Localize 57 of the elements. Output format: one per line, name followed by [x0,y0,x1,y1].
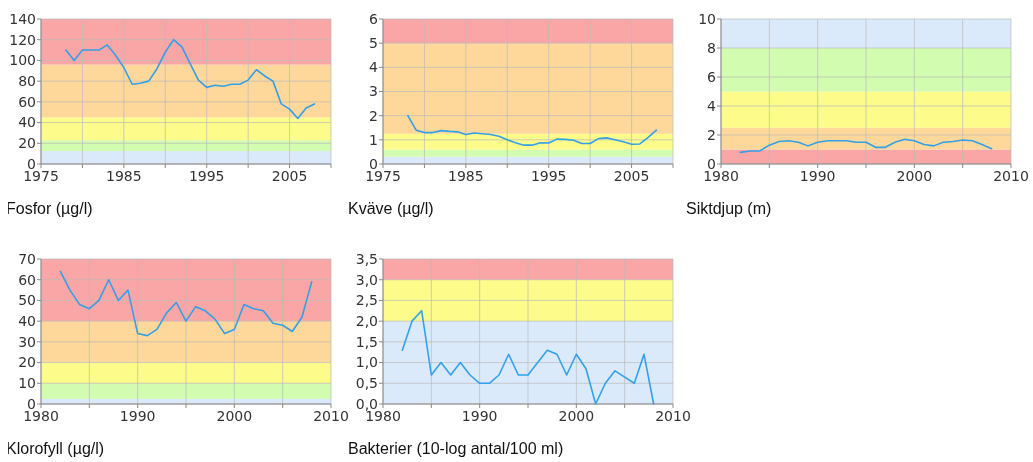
y-tick-label: 2 [707,126,716,143]
x-tick-label: 1995 [530,168,567,184]
y-tick-label: 1 [369,131,378,148]
x-axis-title: Fosfor (µg/l) [6,200,93,217]
x-axis-title: Siktdjup (m) [686,200,772,217]
y-tick-label: 6 [369,10,379,27]
x-axis-title: Bakterier (10-log antal/100 ml) [348,440,564,457]
y-tick-label: 5 [369,35,378,52]
y-tick-label: 40 [18,114,36,131]
y-tick-label: 2,0 [355,313,378,330]
y-tick-label: 3 [369,83,378,100]
y-tick-label: 100 [9,52,36,69]
x-tick-label: 2000 [896,168,933,184]
y-tick-label: 3,0 [355,271,378,288]
y-tick-label: 20 [18,354,36,371]
y-tick-label: 6 [707,68,717,85]
x-tick-label: 2000 [216,408,253,424]
y-tick-label: 60 [18,271,36,288]
y-tick-label: 0,5 [355,375,378,392]
y-tick-label: 4 [707,97,717,114]
x-tick-label: 1990 [119,408,156,424]
x-axis-title: Klorofyll (µg/l) [6,440,105,457]
y-tick-label: 1,5 [355,333,378,350]
y-tick-label: 120 [9,31,36,48]
x-tick-label: 2000 [558,408,595,424]
line-series [65,38,316,120]
line-series [401,309,655,405]
y-tick-label: 30 [18,333,36,350]
x-axis-title: Kväve (µg/l) [348,200,434,217]
y-tick-label: 10 [18,375,36,392]
x-tick-label: 1995 [188,168,225,184]
y-tick-label: 50 [18,292,36,309]
x-tick-label: 1985 [106,168,142,184]
y-tick-label: 3,5 [355,250,378,267]
y-tick-label: 70 [18,250,36,267]
x-tick-label: 2010 [993,168,1029,184]
x-tick-label: 1985 [448,168,484,184]
x-tick-label: 1990 [461,408,498,424]
y-tick-label: 40 [18,313,36,330]
y-tick-label: 4 [369,59,379,76]
y-tick-label: 20 [18,135,36,152]
y-tick-label: 60 [18,93,36,110]
y-tick-label: 2 [369,107,378,124]
x-tick-label: 2010 [655,408,691,424]
line-series [407,114,658,146]
y-tick-label: 80 [18,73,36,90]
x-tick-label: 2005 [613,168,650,184]
y-tick-label: 2,5 [355,292,378,309]
y-tick-label: 1,0 [355,354,378,371]
x-tick-label: 1990 [799,168,836,184]
line-series [59,270,313,337]
x-tick-label: 2005 [271,168,308,184]
y-tick-label: 8 [707,39,716,56]
x-tick-label: 2010 [313,408,349,424]
line-series [739,138,993,154]
y-tick-label: 10 [698,10,716,27]
y-tick-label: 140 [9,10,36,27]
